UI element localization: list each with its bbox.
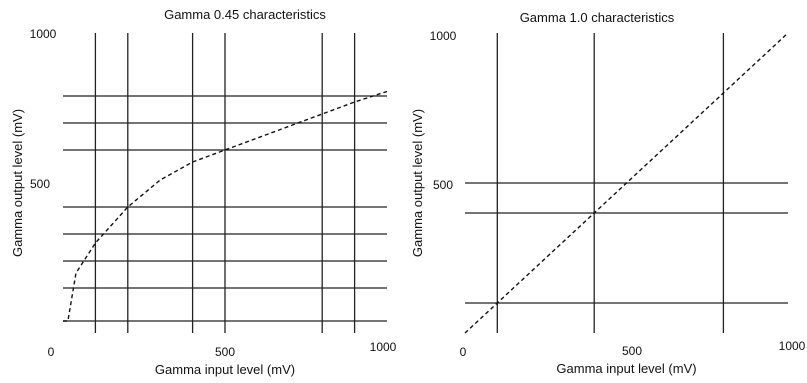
x-tick-label: 500 (215, 345, 235, 359)
series-line-1 (464, 32, 789, 334)
y-axis-label: Gamma output level (mV) (10, 109, 25, 257)
chart-title: Gamma 0.45 characteristics (164, 7, 326, 22)
chart-2: Gamma 1.0 characteristics 0 500 1000 1000 500… (410, 10, 806, 376)
y-tick-label: 1000 (430, 29, 457, 43)
chart-1: Gamma 0.45 characteristics 0 500 1000 1000 50… (10, 7, 397, 377)
x-tick-label: 1000 (370, 340, 397, 354)
y-tick-label: 1000 (30, 27, 57, 41)
x-tick-label: 0 (460, 345, 467, 359)
y-tick-label: 500 (30, 177, 50, 191)
x-tick-label: 0 (48, 345, 55, 359)
x-axis-label: Gamma input level (mV) (556, 361, 696, 376)
x-tick-label: 500 (622, 344, 642, 358)
y-tick-label: 500 (433, 178, 453, 192)
x-axis-label: Gamma input level (mV) (155, 362, 295, 377)
y-axis-label: Gamma output level (mV) (410, 109, 425, 257)
chart-title: Gamma 1.0 characteristics (520, 10, 675, 25)
x-tick-label: 1000 (779, 339, 806, 353)
